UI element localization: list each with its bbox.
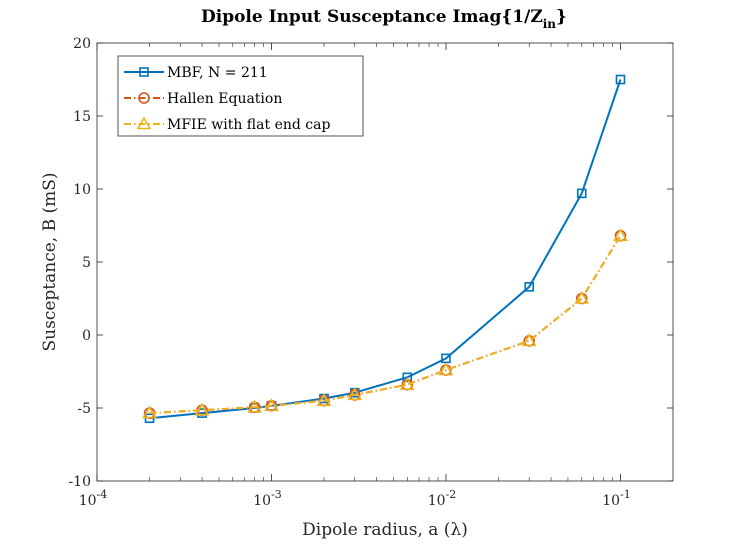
legend-entry: MBF, N = 211 xyxy=(124,65,268,81)
chart-title: Dipole Input Susceptance Imag{1/Zin} xyxy=(201,7,567,31)
data-point xyxy=(247,399,262,413)
data-point xyxy=(438,362,454,376)
y-tick-label: -10 xyxy=(68,474,91,490)
y-tick-label: -5 xyxy=(77,401,91,417)
y-tick-label: 0 xyxy=(82,328,91,344)
y-axis-label: Susceptance, B (mS) xyxy=(40,172,60,351)
legend: MBF, N = 211 Hallen Equation MFIE with fla… xyxy=(117,55,364,137)
series-line xyxy=(149,79,622,420)
data-point xyxy=(576,188,587,199)
data-point xyxy=(613,228,628,242)
y-tick-label: 20 xyxy=(73,36,91,52)
data-point xyxy=(264,398,279,412)
data-point xyxy=(142,405,157,419)
legend-label: MBF, N = 211 xyxy=(167,65,268,81)
y-tick-label: 10 xyxy=(73,182,91,198)
x-axis-label: Dipole radius, a (λ) xyxy=(302,520,468,540)
y-tick-label: 15 xyxy=(73,109,91,125)
legend-entry: MFIE with flat end cap xyxy=(124,116,330,133)
data-point xyxy=(194,402,210,416)
data-point xyxy=(574,290,590,304)
axes-box xyxy=(96,42,674,482)
x-tick-label: 10-2 xyxy=(428,488,457,509)
data-point xyxy=(441,353,451,364)
legend-marker xyxy=(139,67,149,77)
x-tick-label: 10-3 xyxy=(253,488,282,509)
data-point xyxy=(316,393,332,407)
data-point xyxy=(524,282,535,292)
series-line xyxy=(149,235,622,415)
legend-box xyxy=(117,55,364,137)
data-point xyxy=(399,377,415,390)
data-point xyxy=(347,387,363,401)
series-3 xyxy=(142,228,628,419)
x-tick-label: 10-1 xyxy=(602,488,631,509)
data-point xyxy=(521,333,537,347)
legend-entry: Hallen Equation xyxy=(124,91,282,107)
legend-marker xyxy=(136,116,152,130)
series-layer xyxy=(142,74,628,424)
chart-title-subscript: in xyxy=(543,17,557,31)
data-point xyxy=(402,372,413,383)
chart-title-suffix: } xyxy=(556,7,567,27)
data-point xyxy=(615,74,626,85)
chart-title-main: Dipole Input Susceptance Imag{1/Z xyxy=(201,7,543,27)
legend-marker xyxy=(138,92,150,104)
legend-label: Hallen Equation xyxy=(167,91,282,107)
y-tick-label: 5 xyxy=(82,255,91,271)
legend-label: MFIE with flat end cap xyxy=(167,117,330,133)
x-tick-label: 10-4 xyxy=(79,488,108,509)
